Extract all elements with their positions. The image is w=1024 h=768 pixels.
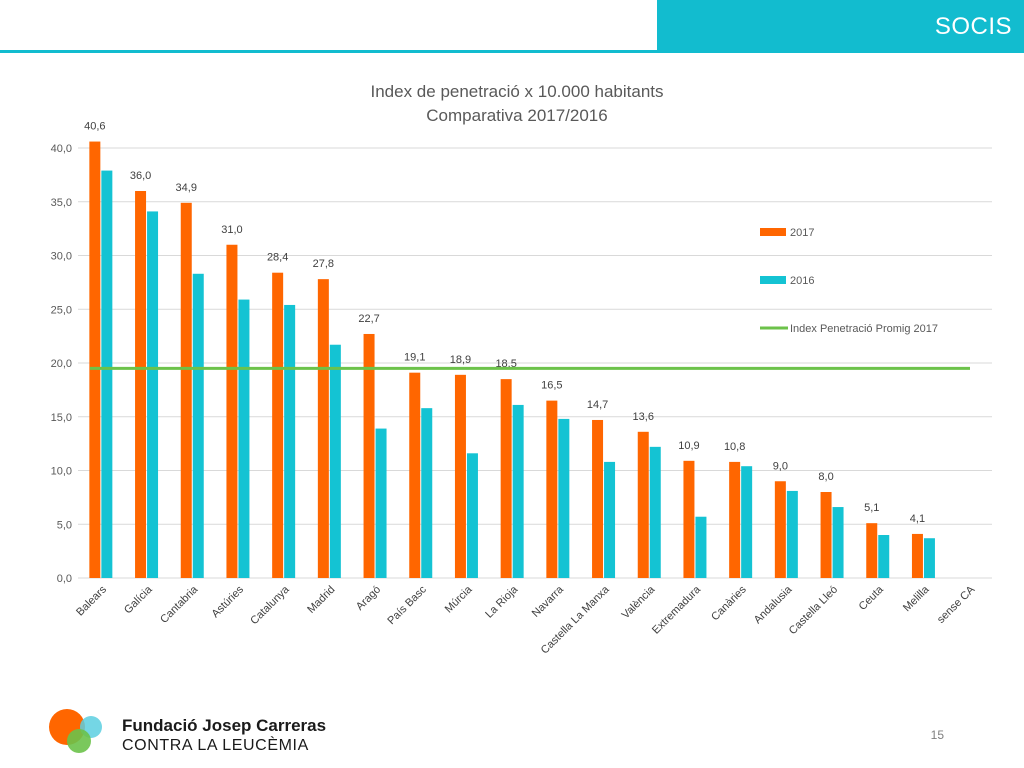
bar-2016	[284, 304, 296, 578]
section-tab: SOCIS	[657, 0, 1024, 53]
x-tick-label: Madrid	[305, 584, 337, 616]
bar-2017	[363, 333, 375, 578]
bar-2017	[135, 191, 147, 578]
data-label-2017: 9,0	[773, 460, 788, 472]
y-tick-label: 20,0	[51, 358, 72, 370]
y-tick-label: 35,0	[51, 197, 72, 209]
y-tick-label: 10,0	[51, 466, 72, 478]
bar-2016	[375, 428, 387, 578]
x-tick-label: Canàries	[709, 583, 749, 623]
bar-2017	[226, 244, 238, 578]
x-tick-label: Ceuta	[857, 583, 887, 613]
org-name: Fundació Josep Carreras	[122, 716, 327, 735]
y-tick-label: 0,0	[57, 573, 72, 585]
y-tick-label: 40,0	[51, 143, 72, 155]
data-label-2017: 19,1	[404, 352, 425, 364]
x-tick-label: Navarra	[530, 583, 567, 620]
bar-2016	[147, 211, 159, 579]
bar-2016	[238, 299, 250, 578]
bar-2016	[421, 408, 433, 578]
bar-2016	[786, 490, 798, 578]
data-label-2017: 31,0	[221, 224, 242, 236]
data-label-2017: 22,7	[358, 313, 379, 325]
data-label-2017: 18,9	[450, 354, 471, 366]
x-tick-label: La Rioja	[483, 583, 521, 621]
x-tick-label: València	[620, 583, 658, 621]
y-tick-label: 25,0	[51, 304, 72, 316]
penetration-bar-chart: Index de penetració x 10.000 habitants Co…	[51, 82, 992, 657]
data-label-2017: 10,9	[678, 440, 699, 452]
x-tick-label: Extremadura	[650, 583, 704, 637]
x-tick-label: Galícia	[122, 583, 155, 616]
data-label-2017: 14,7	[587, 399, 608, 411]
legend-swatch-2017	[760, 228, 786, 236]
bar-2016	[832, 507, 844, 578]
bar-2016	[649, 446, 661, 578]
data-label-2017: 13,6	[633, 411, 654, 423]
bar-2016	[695, 516, 707, 578]
bar-2017	[500, 379, 512, 578]
x-tick-label: País Basc	[385, 583, 429, 627]
legend-swatch-2016	[760, 276, 786, 284]
bar-2017	[546, 400, 558, 578]
y-tick-label: 5,0	[57, 519, 72, 531]
bar-2016	[329, 344, 341, 578]
x-tick-label: Melilla	[901, 583, 932, 614]
data-label-2017: 8,0	[818, 471, 833, 483]
bar-2016	[558, 418, 570, 578]
chart-subtitle: Comparativa 2017/2016	[426, 106, 607, 125]
chart-title: Index de penetració x 10.000 habitants	[371, 82, 664, 101]
bar-2017	[637, 431, 649, 578]
bar-2017	[774, 481, 786, 578]
data-label-2017: 16,5	[541, 380, 562, 392]
bar-2017	[409, 372, 421, 578]
bar-2017	[820, 492, 832, 578]
section-label: SOCIS	[934, 12, 1012, 40]
legend-label-average: Index Penetració Promig 2017	[790, 323, 938, 335]
bar-2017	[317, 279, 329, 578]
x-tick-label: Múrcia	[443, 583, 475, 615]
bar-2016	[101, 170, 113, 578]
x-tick-label: Castella Lleó	[787, 584, 840, 637]
bar-2016	[923, 538, 935, 578]
bar-2017	[592, 419, 604, 578]
x-tick-label: Balears	[74, 583, 109, 618]
data-label-2017: 27,8	[313, 258, 334, 270]
page-number: 15	[930, 728, 944, 742]
org-subtitle: CONTRA LA LEUCÈMIA	[122, 737, 309, 754]
bar-2017	[866, 523, 878, 578]
data-label-2017: 40,6	[84, 121, 105, 133]
bar-2016	[878, 535, 890, 578]
bar-2017	[89, 141, 101, 579]
data-label-2017: 28,4	[267, 252, 288, 264]
data-label-2017: 4,1	[910, 513, 925, 525]
bar-2016	[192, 273, 204, 578]
data-label-2017: 5,1	[864, 502, 879, 514]
bar-2017	[729, 461, 741, 578]
data-label-2017: 10,8	[724, 441, 745, 453]
bar-2016	[512, 404, 524, 578]
legend-label-2016: 2016	[790, 275, 814, 287]
bar-2017	[180, 202, 192, 578]
bar-2017	[683, 460, 695, 578]
x-tick-label: Cantabria	[158, 583, 201, 626]
x-tick-label: Catalunya	[248, 583, 292, 627]
x-tick-label: sense CA	[935, 583, 978, 626]
bar-2017	[911, 533, 923, 578]
fundacio-logo-icon	[49, 709, 102, 753]
bar-2016	[466, 453, 478, 578]
x-tick-label: Andalusia	[752, 583, 795, 626]
x-tick-label: Astúries	[209, 583, 246, 620]
y-tick-label: 30,0	[51, 251, 72, 263]
bar-2017	[454, 374, 466, 578]
header-rule	[0, 50, 660, 53]
data-label-2017: 36,0	[130, 170, 151, 182]
bar-2017	[272, 272, 284, 578]
x-tick-label: Aragó	[354, 584, 383, 613]
data-label-2017: 34,9	[176, 182, 197, 194]
bar-2016	[604, 461, 616, 578]
legend-label-2017: 2017	[790, 227, 814, 239]
bar-2016	[741, 466, 753, 578]
y-tick-label: 15,0	[51, 412, 72, 424]
